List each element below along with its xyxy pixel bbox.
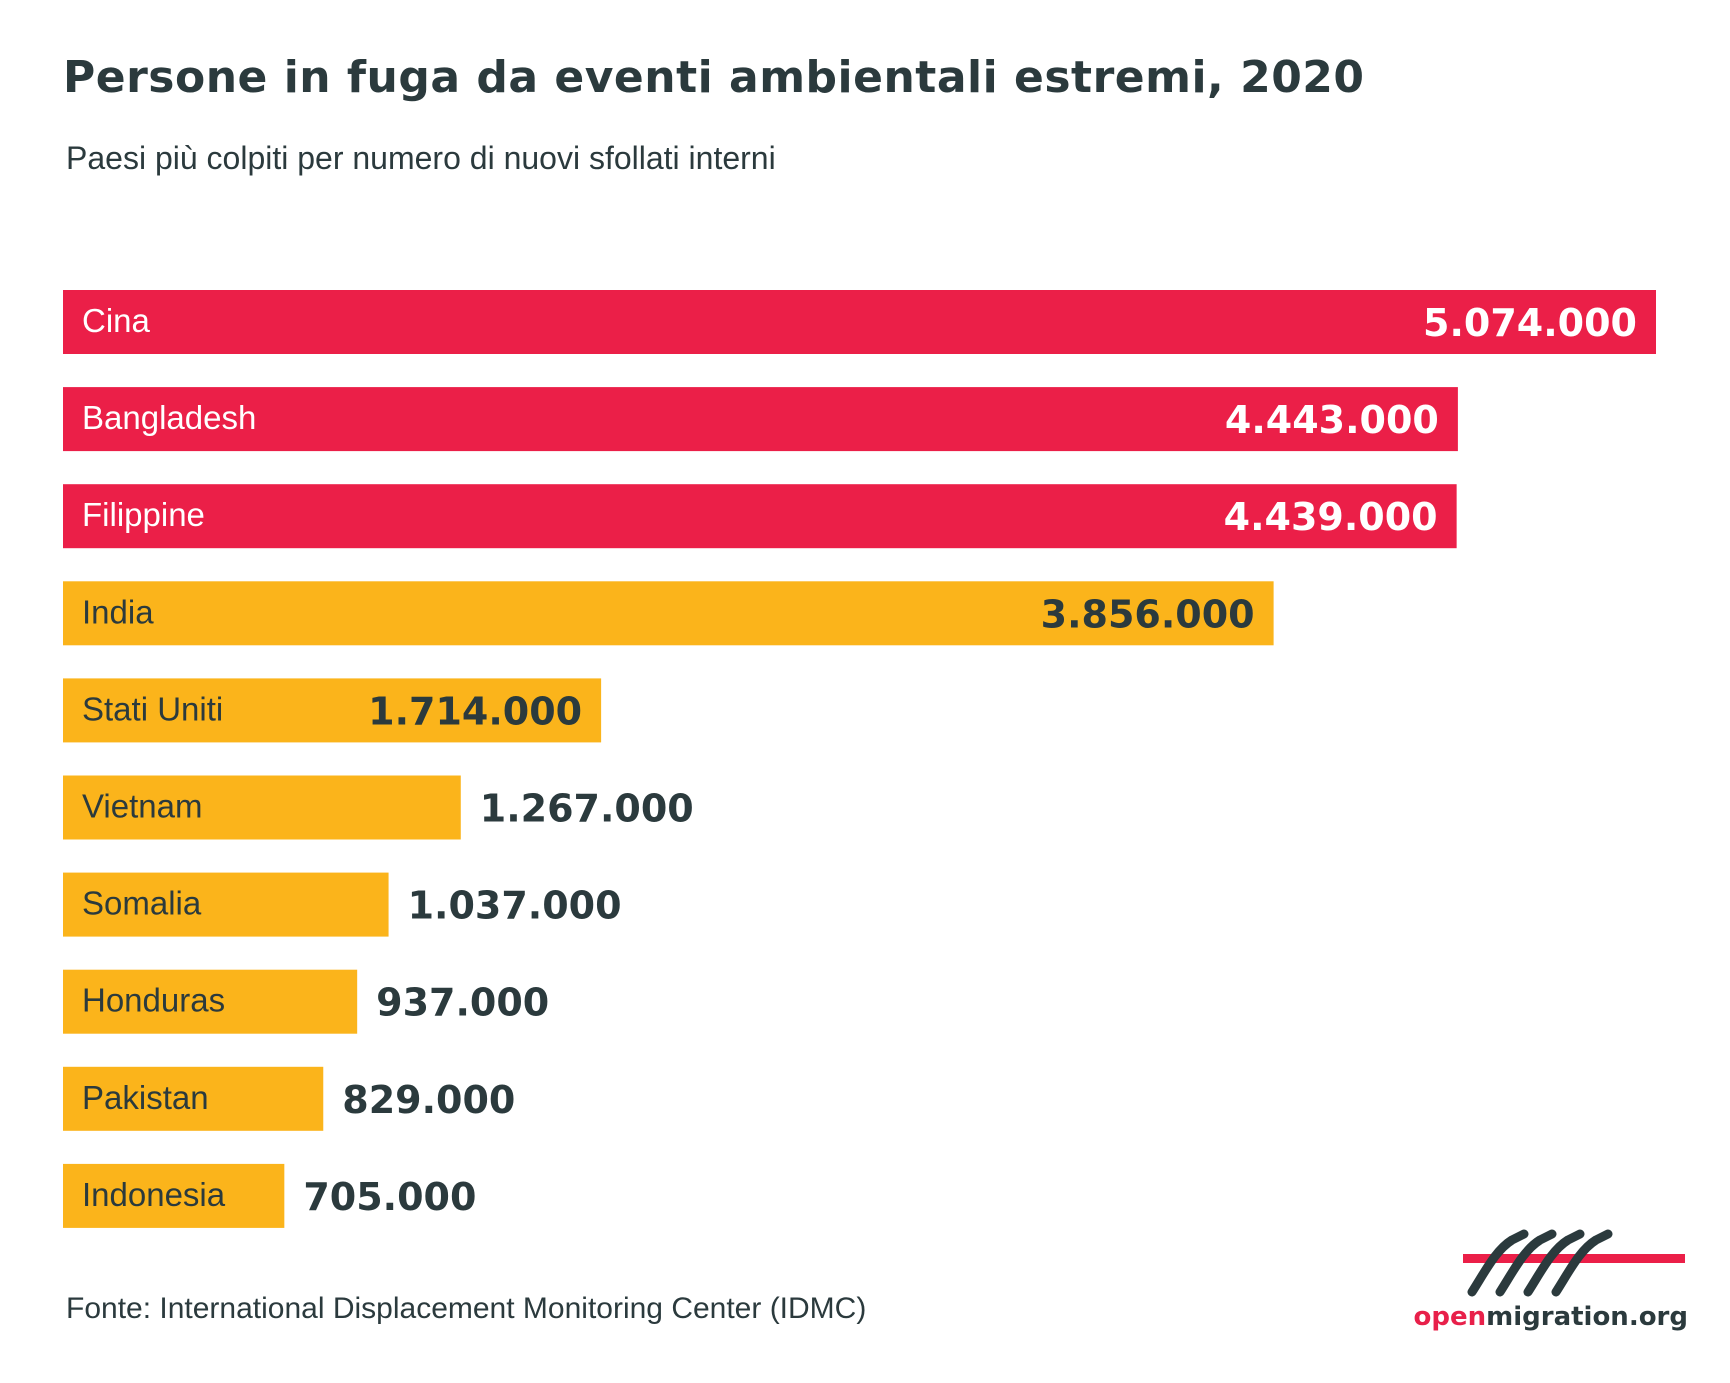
bar-group: Bangladesh 4.443.000: [63, 387, 1458, 452]
bar-group: Pakistan 829.000: [63, 1066, 515, 1131]
value-label: 1.714.000: [368, 689, 582, 733]
value-label: 705.000: [303, 1175, 476, 1219]
bar: [63, 1163, 285, 1228]
category-label: Vietnam: [82, 788, 202, 825]
bar: [63, 484, 1457, 549]
bar: [63, 775, 461, 840]
bar-group: Cina 5.074.000: [63, 290, 1656, 354]
value-label: 1.037.000: [408, 884, 622, 928]
category-label: Cina: [82, 302, 151, 339]
bar-group: Somalia 1.037.000: [63, 872, 622, 937]
value-label: 1.267.000: [480, 787, 694, 831]
bar-chart: Cina 5.074.000 Bangladesh 4.443.000 Filippin…: [63, 290, 1656, 1228]
logo-mark-icon: [1463, 1229, 1685, 1297]
category-label: Somalia: [82, 885, 202, 922]
value-label: 829.000: [342, 1078, 515, 1122]
category-label: Filippine: [82, 496, 205, 533]
value-label: 4.443.000: [1225, 398, 1439, 442]
value-label: 4.439.000: [1224, 495, 1438, 539]
bar: [63, 872, 389, 937]
bar: [63, 581, 1274, 646]
category-label: India: [82, 593, 154, 630]
bar: [63, 387, 1458, 452]
category-label: Bangladesh: [82, 399, 256, 436]
bar-group: Indonesia 705.000: [63, 1163, 476, 1228]
logo-wordmark: openmigration.org: [1413, 1302, 1689, 1332]
bar: [63, 290, 1656, 354]
category-label: Stati Uniti: [82, 690, 223, 727]
bar-group: Filippine 4.439.000: [63, 484, 1457, 549]
bar: [63, 969, 358, 1034]
value-label: 937.000: [376, 981, 549, 1025]
chart-subtitle: Paesi più colpiti per numero di nuovi sf…: [66, 140, 776, 176]
source-note: Fonte: International Displacement Monito…: [66, 1292, 867, 1325]
openmigration-logo: openmigration.org: [1414, 1222, 1688, 1342]
chart-title: Persone in fuga da eventi ambientali est…: [63, 52, 1365, 103]
bar-group: Stati Uniti 1.714.000: [63, 678, 602, 743]
bar-group: Honduras 937.000: [63, 969, 549, 1034]
bar-group: Vietnam 1.267.000: [63, 775, 694, 840]
category-label: Indonesia: [82, 1176, 226, 1213]
category-label: Honduras: [82, 982, 225, 1019]
value-label: 5.074.000: [1423, 301, 1637, 345]
category-label: Pakistan: [82, 1079, 209, 1116]
bar: [63, 1066, 324, 1131]
bar-group: India 3.856.000: [63, 581, 1274, 646]
value-label: 3.856.000: [1041, 592, 1255, 636]
bar: [63, 678, 602, 743]
